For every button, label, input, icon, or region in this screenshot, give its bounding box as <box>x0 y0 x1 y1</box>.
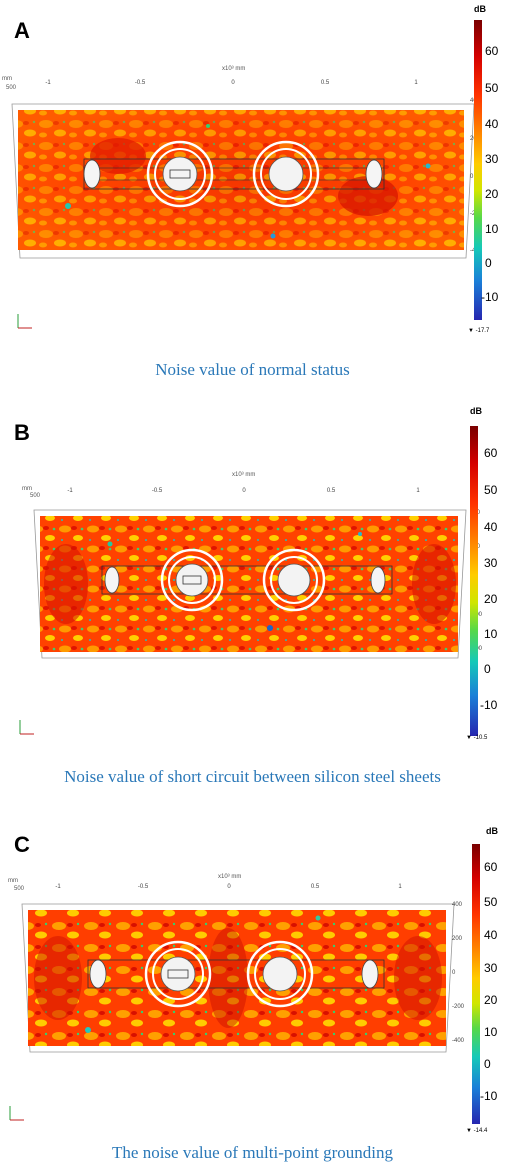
x-tick: -1 <box>45 80 51 86</box>
side-tick: 400 <box>452 902 463 908</box>
panel-caption: Noise value of normal status <box>155 360 350 379</box>
axes-triad-icon <box>19 720 34 735</box>
colorbar-tick: 10 <box>484 1025 498 1039</box>
panel-caption: The noise value of multi-point grounding <box>112 1143 393 1162</box>
x-tick: 0.5 <box>320 80 330 86</box>
z-label: 500 <box>14 886 25 892</box>
colorbar-tick: 50 <box>484 895 498 909</box>
panel-b: B x10³ mm mm 500 -1 -0.5 0 0.5 1 <box>0 406 505 790</box>
panel-letter: A <box>14 18 30 43</box>
colorbar-tick: 30 <box>484 961 498 975</box>
axis-unit: mm <box>22 486 32 492</box>
noise-field-plot <box>21 903 455 1053</box>
x-tick: 0 <box>242 488 246 494</box>
side-tick: 0 <box>470 174 474 180</box>
colorbar-tick: 10 <box>485 222 499 236</box>
colorbar-tick: 50 <box>485 81 499 95</box>
panel-letter: C <box>14 832 30 857</box>
x-tick: 0 <box>231 80 235 86</box>
axis-unit: mm <box>8 878 18 884</box>
colorbar-tick: 60 <box>484 446 498 460</box>
x-tick: 1 <box>414 80 418 86</box>
side-tick: -200 <box>452 1004 465 1010</box>
panel-a: A x10³ mm mm 500 -1 -0.5 0 0.5 1 <box>0 4 505 388</box>
z-label: 500 <box>30 493 41 499</box>
x-tick: -0.5 <box>137 884 149 890</box>
x-tick: -1 <box>55 884 61 890</box>
colorbar-unit: dB <box>474 4 486 14</box>
colorbar-tick: 50 <box>484 483 498 497</box>
noise-field-plot <box>33 509 467 659</box>
x-tick: 0.5 <box>310 884 320 890</box>
colorbar-tick: -10 <box>481 290 499 304</box>
panel-c: C x10³ mm mm 500 -1 -0.5 0 0.5 1 <box>0 826 505 1169</box>
colorbar-min: ▼ -17.7 <box>468 328 490 334</box>
side-tick: 0 <box>452 970 456 976</box>
axis-unit: mm <box>2 76 12 82</box>
scale-label: x10³ mm <box>222 66 246 72</box>
x-tick: 0.5 <box>326 488 336 494</box>
colorbar-tick: 10 <box>484 627 498 641</box>
colorbar-min: ▼ -14.4 <box>466 1128 488 1134</box>
colorbar-unit: dB <box>470 406 482 416</box>
z-label: 500 <box>6 85 17 91</box>
side-tick: -400 <box>452 1038 465 1044</box>
colorbar <box>472 844 480 1124</box>
panel-caption: Noise value of short circuit between sil… <box>64 767 441 786</box>
colorbar-tick: 40 <box>484 928 498 942</box>
colorbar-tick: -10 <box>480 1089 498 1103</box>
colorbar-tick: 40 <box>485 117 499 131</box>
colorbar-tick: 60 <box>484 860 498 874</box>
colorbar-tick: -10 <box>480 698 498 712</box>
colorbar-tick: 0 <box>484 662 491 676</box>
side-tick: 200 <box>452 936 463 942</box>
colorbar-tick: 0 <box>484 1057 491 1071</box>
colorbar-min: ▼ -10.5 <box>466 735 488 741</box>
x-tick: 1 <box>416 488 420 494</box>
axes-triad-icon <box>9 1106 24 1121</box>
x-tick: 1 <box>398 884 402 890</box>
colorbar-tick: 20 <box>484 993 498 1007</box>
colorbar <box>470 426 478 736</box>
scale-label: x10³ mm <box>232 472 256 478</box>
x-tick: -1 <box>67 488 73 494</box>
noise-field-plot <box>11 103 475 259</box>
colorbar <box>474 20 482 320</box>
scale-label: x10³ mm <box>218 874 242 880</box>
x-tick: -0.5 <box>134 80 146 86</box>
colorbar-tick: 30 <box>484 556 498 570</box>
colorbar-unit: dB <box>486 826 498 836</box>
colorbar-tick: 20 <box>485 187 499 201</box>
colorbar-tick: 0 <box>485 256 492 270</box>
colorbar-tick: 30 <box>485 152 499 166</box>
x-tick: 0 <box>227 884 231 890</box>
x-tick: -0.5 <box>151 488 163 494</box>
colorbar-tick: 40 <box>484 520 498 534</box>
axes-triad-icon <box>17 314 32 329</box>
colorbar-tick: 20 <box>484 592 498 606</box>
colorbar-tick: 60 <box>485 44 499 58</box>
panel-letter: B <box>14 420 30 445</box>
